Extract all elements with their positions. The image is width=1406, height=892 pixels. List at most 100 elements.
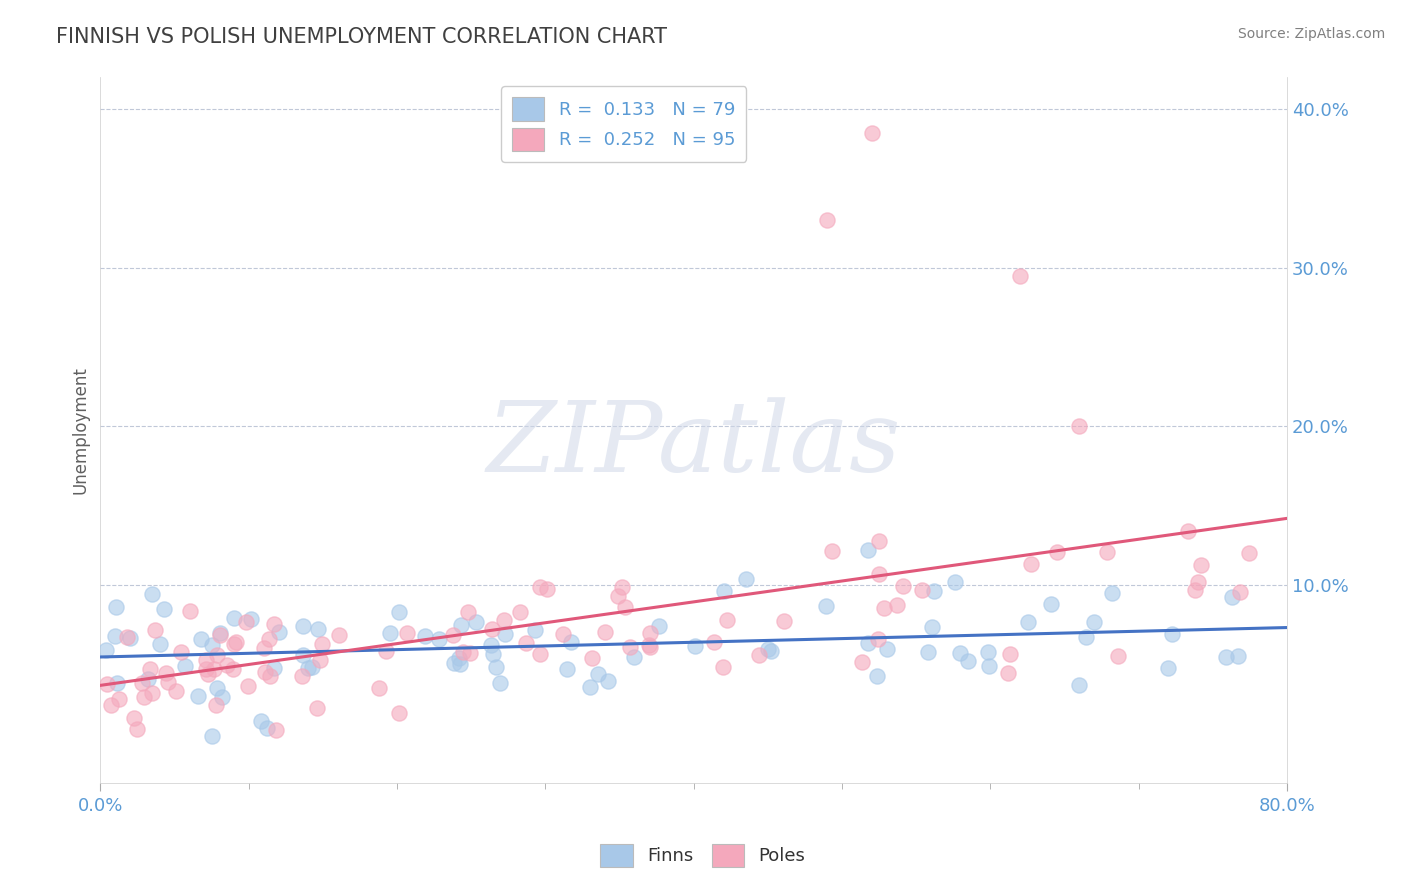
Point [297,661,319,675]
Point [96,677,118,691]
Point [263,661,285,675]
Point [205,681,228,696]
Point [868,566,890,581]
Point [378,626,401,640]
Point [174,659,197,673]
Point [494,626,516,640]
Point [328,628,350,642]
Point [873,601,896,615]
Text: Source: ZipAtlas.com: Source: ZipAtlas.com [1237,27,1385,41]
Point [1184,582,1206,597]
Point [578,680,600,694]
Point [1108,649,1130,664]
Point [524,623,547,637]
Point [865,669,887,683]
Point [482,648,505,662]
Point [413,629,436,643]
Point [143,623,166,637]
Point [956,654,979,668]
Point [179,604,201,618]
Point [311,637,333,651]
Point [638,638,661,652]
Point [917,645,939,659]
Point [734,572,756,586]
Point [1187,575,1209,590]
Point [291,648,314,662]
Point [460,646,482,660]
Point [136,672,159,686]
Point [1215,649,1237,664]
Point [308,652,330,666]
Point [387,706,409,721]
Point [1229,584,1251,599]
Point [596,674,619,689]
Point [623,649,645,664]
Point [157,674,180,689]
Point [100,698,122,712]
Text: ZIPatlas: ZIPatlas [486,397,901,492]
Point [449,657,471,671]
Point [105,676,128,690]
Point [1161,627,1184,641]
Point [224,636,246,650]
Point [1067,678,1090,692]
Point [222,662,245,676]
Point [388,605,411,619]
Point [911,582,934,597]
Point [200,639,222,653]
Point [1226,648,1249,663]
Point [1069,419,1091,434]
Point [851,656,873,670]
Point [307,622,329,636]
Point [619,640,641,655]
Point [1237,546,1260,560]
Point [253,640,276,655]
Point [683,640,706,654]
Point [253,665,276,679]
Point [1000,648,1022,662]
Point [1019,557,1042,571]
Point [979,659,1001,673]
Point [586,667,609,681]
Point [711,660,734,674]
Point [593,625,616,640]
Point [465,615,488,630]
Point [1220,590,1243,604]
Point [94,643,117,657]
Point [155,665,177,680]
Point [197,667,219,681]
Point [118,631,141,645]
Point [259,669,281,683]
Point [443,657,465,671]
Point [240,612,263,626]
Point [1095,545,1118,559]
Point [886,598,908,612]
Point [153,602,176,616]
Legend: R =  0.133   N = 79, R =  0.252   N = 95: R = 0.133 N = 79, R = 0.252 N = 95 [501,87,747,161]
Point [1046,545,1069,559]
Point [447,651,470,665]
Point [606,590,628,604]
Point [489,676,512,690]
Point [205,648,228,662]
Point [610,580,633,594]
Point [1189,558,1212,573]
Point [891,579,914,593]
Point [374,643,396,657]
Point [211,690,233,705]
Point [703,634,725,648]
Point [921,620,943,634]
Point [997,666,1019,681]
Point [451,645,474,659]
Point [441,628,464,642]
Point [868,534,890,549]
Point [492,613,515,627]
Point [614,600,637,615]
Point [748,648,770,663]
Point [115,630,138,644]
Point [266,723,288,737]
Point [122,711,145,725]
Point [716,613,738,627]
Point [876,642,898,657]
Point [1017,615,1039,630]
